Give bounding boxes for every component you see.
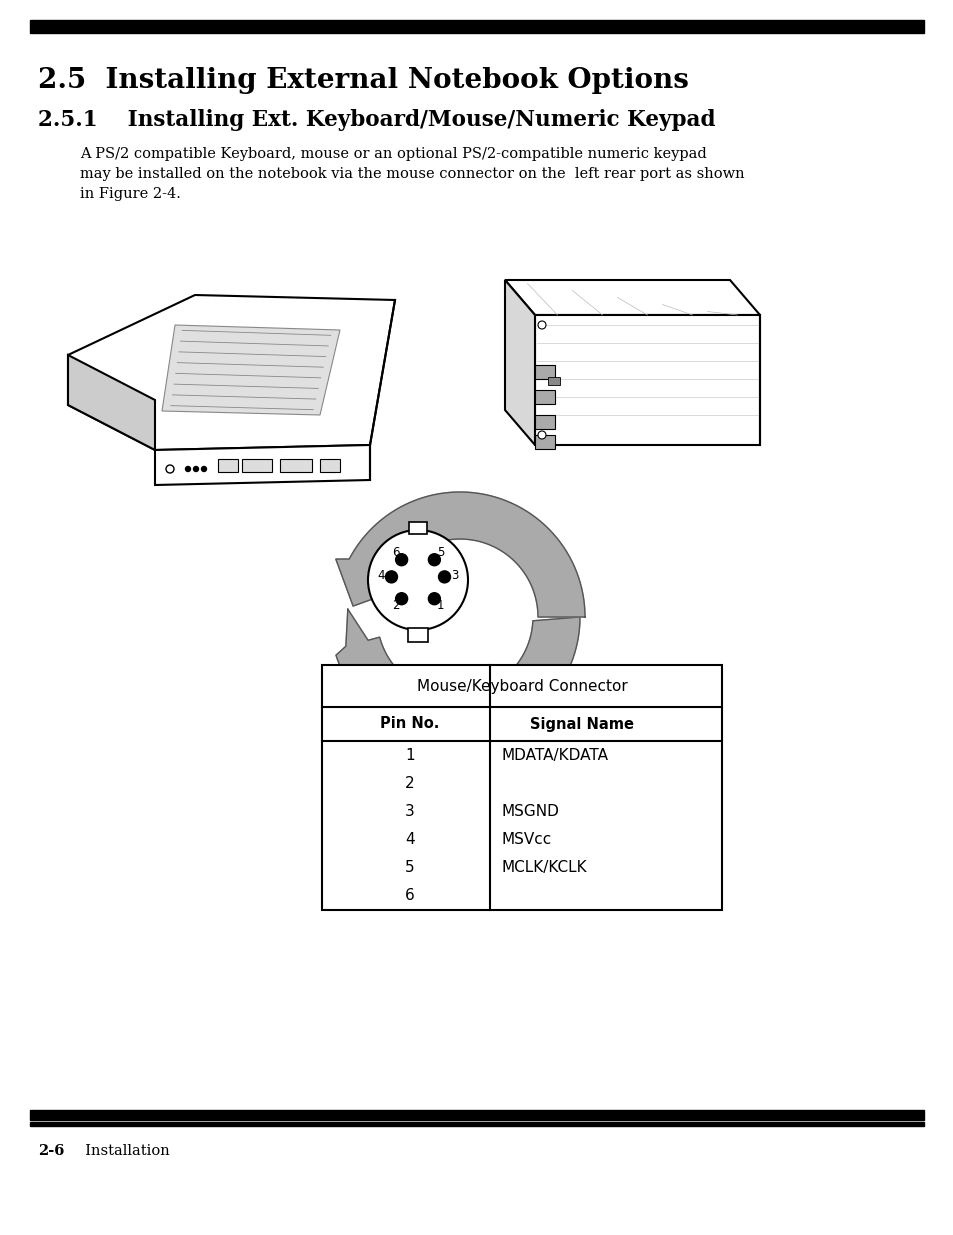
Text: 6: 6 (405, 888, 415, 904)
Text: 2: 2 (405, 776, 415, 790)
Text: 6: 6 (392, 546, 398, 559)
Text: 2.5.1    Installing Ext. Keyboard/Mouse/Numeric Keypad: 2.5.1 Installing Ext. Keyboard/Mouse/Num… (38, 109, 715, 131)
Polygon shape (319, 459, 339, 472)
Circle shape (395, 553, 407, 566)
Polygon shape (335, 492, 584, 618)
Circle shape (193, 467, 198, 472)
Circle shape (385, 571, 397, 583)
Polygon shape (335, 609, 579, 742)
Polygon shape (504, 280, 760, 315)
Bar (322, 664, 721, 910)
Text: MSGND: MSGND (501, 804, 559, 819)
Bar (30, 20, 923, 33)
Circle shape (166, 466, 173, 473)
Text: MSVcc: MSVcc (501, 832, 552, 847)
Text: Installation: Installation (76, 1144, 170, 1158)
Polygon shape (68, 295, 395, 450)
Text: MDATA/KDATA: MDATA/KDATA (501, 747, 608, 762)
Circle shape (185, 467, 191, 472)
Polygon shape (242, 459, 272, 472)
Text: Signal Name: Signal Name (530, 716, 634, 731)
Polygon shape (280, 459, 312, 472)
Text: 5: 5 (436, 546, 444, 559)
Polygon shape (154, 445, 370, 485)
Text: 3: 3 (405, 804, 415, 819)
Text: 2: 2 (392, 599, 398, 611)
Circle shape (201, 467, 206, 472)
Polygon shape (535, 435, 555, 450)
Polygon shape (504, 280, 535, 445)
Bar (30, 1110, 923, 1120)
Polygon shape (535, 390, 555, 404)
Circle shape (368, 530, 468, 630)
Circle shape (428, 553, 440, 566)
Polygon shape (162, 325, 339, 415)
Circle shape (428, 593, 440, 605)
Text: 4: 4 (405, 832, 415, 847)
Polygon shape (218, 459, 237, 472)
Text: 2.5  Installing External Notebook Options: 2.5 Installing External Notebook Options (38, 67, 688, 94)
Circle shape (395, 593, 407, 605)
Text: 1: 1 (405, 747, 415, 762)
Polygon shape (535, 415, 555, 429)
Text: MCLK/KCLK: MCLK/KCLK (501, 861, 587, 876)
FancyBboxPatch shape (409, 522, 427, 534)
Bar (547, 377, 559, 385)
Text: Mouse/Keyboard Connector: Mouse/Keyboard Connector (416, 678, 627, 694)
Text: 4: 4 (377, 569, 385, 582)
Text: 2-6: 2-6 (38, 1144, 64, 1158)
Text: 5: 5 (405, 861, 415, 876)
Text: A PS/2 compatible Keyboard, mouse or an optional PS/2-compatible numeric keypad
: A PS/2 compatible Keyboard, mouse or an … (80, 147, 744, 201)
Bar (30, 1123, 923, 1126)
Polygon shape (535, 366, 555, 379)
Circle shape (438, 571, 450, 583)
Circle shape (537, 321, 545, 329)
Polygon shape (535, 315, 760, 445)
Text: Pin No.: Pin No. (380, 716, 439, 731)
Circle shape (537, 431, 545, 438)
Text: 3: 3 (451, 569, 457, 582)
Polygon shape (408, 629, 428, 642)
Polygon shape (68, 354, 154, 450)
Text: 1: 1 (436, 599, 444, 611)
